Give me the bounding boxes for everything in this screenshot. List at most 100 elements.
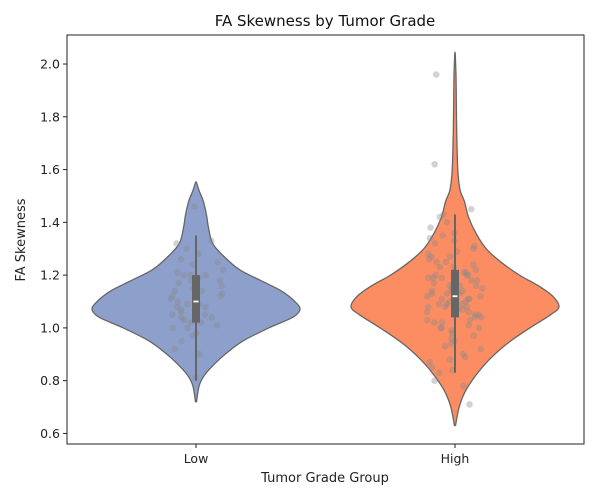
data-point bbox=[428, 253, 435, 260]
data-point bbox=[443, 300, 451, 308]
iqr-box-high bbox=[451, 269, 459, 318]
data-point bbox=[464, 295, 472, 303]
data-point bbox=[460, 269, 468, 276]
data-point bbox=[427, 224, 434, 231]
data-point bbox=[443, 219, 451, 226]
data-point bbox=[467, 205, 475, 213]
data-point bbox=[472, 266, 480, 274]
data-point bbox=[202, 271, 209, 279]
data-point bbox=[207, 237, 215, 245]
data-point bbox=[217, 292, 224, 300]
data-point bbox=[425, 303, 432, 311]
data-point bbox=[432, 71, 440, 78]
y-tick-label: 0.8 bbox=[40, 373, 60, 388]
x-axis-label: Tumor Grade Group bbox=[260, 471, 389, 486]
data-point bbox=[189, 261, 197, 268]
data-point bbox=[428, 287, 436, 295]
data-point bbox=[173, 303, 181, 311]
data-point bbox=[446, 356, 454, 363]
data-point bbox=[425, 255, 433, 263]
data-point bbox=[423, 308, 431, 316]
y-tick-label: 1.4 bbox=[40, 215, 60, 230]
data-point bbox=[184, 324, 191, 332]
data-point bbox=[426, 358, 433, 366]
data-point bbox=[426, 234, 434, 242]
data-point bbox=[189, 332, 197, 340]
data-point bbox=[462, 298, 469, 305]
data-point bbox=[468, 277, 475, 284]
data-point bbox=[458, 300, 466, 308]
data-point bbox=[440, 211, 447, 218]
data-point bbox=[470, 332, 478, 340]
data-point bbox=[471, 314, 479, 321]
data-point bbox=[432, 271, 439, 279]
y-tick-label: 2.0 bbox=[40, 57, 60, 72]
data-point bbox=[428, 364, 436, 371]
data-point bbox=[462, 269, 470, 276]
data-point bbox=[471, 311, 479, 319]
x-tick-label: High bbox=[441, 451, 470, 466]
data-point bbox=[214, 258, 221, 266]
data-point bbox=[431, 161, 438, 168]
data-point bbox=[219, 290, 226, 297]
data-point bbox=[425, 274, 432, 282]
data-point bbox=[470, 245, 477, 253]
data-point bbox=[173, 240, 180, 247]
x-axis: Low High bbox=[184, 444, 470, 466]
data-point bbox=[438, 274, 446, 282]
data-point bbox=[218, 282, 225, 289]
y-tick-label: 1.0 bbox=[40, 320, 60, 335]
data-point bbox=[450, 263, 458, 271]
data-point bbox=[177, 306, 185, 313]
data-point bbox=[463, 303, 471, 311]
data-point bbox=[429, 274, 437, 282]
data-point bbox=[191, 203, 198, 210]
chart-title: FA Skewness by Tumor Grade bbox=[215, 12, 436, 30]
data-point bbox=[180, 271, 188, 279]
data-point bbox=[171, 345, 178, 353]
data-point bbox=[174, 298, 182, 305]
data-point bbox=[428, 290, 436, 297]
plot-content bbox=[91, 51, 560, 427]
data-point bbox=[472, 282, 480, 289]
data-point bbox=[470, 261, 477, 268]
data-point bbox=[177, 255, 185, 263]
data-point bbox=[436, 213, 444, 221]
data-point bbox=[445, 298, 453, 305]
data-point bbox=[216, 277, 224, 284]
data-point bbox=[463, 271, 470, 279]
data-point bbox=[169, 324, 176, 332]
data-point bbox=[438, 319, 446, 326]
data-point bbox=[169, 292, 176, 300]
data-point bbox=[167, 295, 175, 303]
data-point bbox=[473, 277, 481, 284]
data-point bbox=[435, 300, 443, 308]
data-point bbox=[460, 382, 467, 390]
y-axis: 0.6 0.8 1.0 1.2 1.4 1.6 1.8 2.0 bbox=[40, 57, 67, 441]
data-point bbox=[213, 321, 221, 329]
data-point bbox=[184, 300, 191, 308]
data-point bbox=[178, 337, 185, 345]
data-point bbox=[424, 292, 431, 300]
data-point bbox=[465, 271, 472, 279]
data-point bbox=[424, 250, 432, 258]
data-point bbox=[448, 327, 455, 334]
plot-frame bbox=[66, 34, 585, 445]
data-point bbox=[177, 308, 185, 316]
data-point bbox=[477, 345, 484, 353]
data-point bbox=[459, 287, 467, 295]
data-point bbox=[183, 245, 190, 253]
data-point bbox=[441, 343, 449, 350]
data-point bbox=[466, 401, 473, 408]
data-point bbox=[475, 324, 483, 332]
data-point bbox=[438, 295, 446, 303]
data-point bbox=[430, 279, 438, 287]
data-point bbox=[443, 290, 451, 297]
y-tick-label: 0.6 bbox=[40, 426, 60, 441]
data-point bbox=[446, 253, 454, 260]
data-point bbox=[477, 314, 485, 321]
data-point bbox=[475, 311, 483, 319]
data-point bbox=[433, 258, 440, 266]
data-point bbox=[178, 314, 185, 321]
